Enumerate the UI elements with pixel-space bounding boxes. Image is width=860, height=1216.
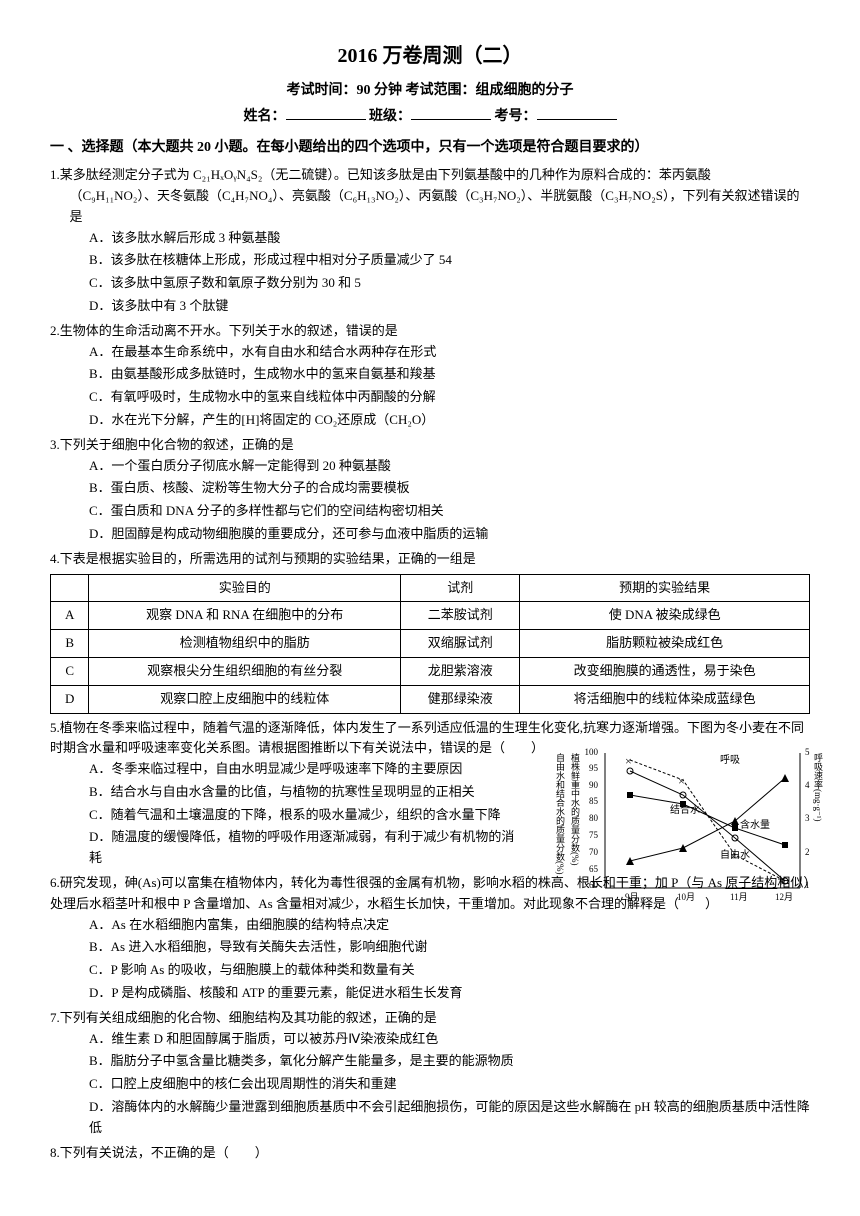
q2-option-a: A．在最基本生命系统中，水有自由水和结合水两种存在形式 — [50, 342, 810, 363]
q4-cell: 改变细胞膜的通透性，易于染色 — [520, 657, 810, 685]
svg-text:自由水: 自由水 — [720, 848, 750, 861]
q4-cell: D — [51, 685, 89, 713]
svg-text:12月: 12月 — [775, 892, 793, 902]
q4-cell: 将活细胞中的线粒体染成蓝绿色 — [520, 685, 810, 713]
q4-stem: 4.下表是根据实验目的，所需选用的试剂与预期的实验结果，正确的一组是 — [50, 549, 810, 570]
svg-text:90: 90 — [589, 780, 599, 790]
q4-cell: 健那绿染液 — [401, 685, 520, 713]
q7-stem: 7.下列有关组成细胞的化合物、细胞结构及其功能的叙述，正确的是 — [50, 1008, 810, 1029]
name-label: 姓名： — [244, 109, 286, 124]
q4-cell: 使 DNA 被染成绿色 — [520, 602, 810, 630]
q4-table: 实验目的 试剂 预期的实验结果 A观察 DNA 和 RNA 在细胞中的分布二苯胺… — [50, 574, 810, 714]
question-8: 8.下列有关说法，不正确的是（ ） — [50, 1143, 810, 1164]
q4-cell: C — [51, 657, 89, 685]
chart-svg: 60 65 70 75 80 85 90 95 100 1 2 3 4 5 9月… — [550, 738, 830, 913]
q5-option-a: A．冬季来临过程中，自由水明显减少是呼吸速率下降的主要原因 — [50, 759, 521, 780]
q5-option-c: C．随着气温和土壤温度的下降，根系的吸水量减少，组织的含水量下降 — [50, 805, 521, 826]
svg-text:75: 75 — [589, 830, 599, 840]
exam-title: 2016 万卷周测（二） — [50, 40, 810, 72]
svg-text:植株鲜重中水的质量分数(%): 植株鲜重中水的质量分数(%) — [570, 751, 580, 865]
svg-text:10月: 10月 — [677, 892, 695, 902]
q4-cell: B — [51, 630, 89, 658]
name-blank — [286, 106, 366, 120]
svg-text:呼吸: 呼吸 — [720, 754, 740, 766]
q3-stem: 3.下列关于细胞中化合物的叙述，正确的是 — [50, 435, 810, 456]
q3-option-c: C．蛋白质和 DNA 分子的多样性都与它们的空间结构密切相关 — [50, 501, 810, 522]
q8-stem: 8.下列有关说法，不正确的是（ ） — [50, 1143, 810, 1164]
class-label: 班级： — [369, 109, 411, 124]
q6-option-d: D．P 是构成磷脂、核酸和 ATP 的重要元素，能促进水稻生长发育 — [50, 983, 810, 1004]
question-1: 1.某多肽经测定分子式为 C₂₁HₓOᵧN₄S₂（无二硫键）。已知该多肽是由下列… — [50, 165, 810, 317]
q4-cell: A — [51, 602, 89, 630]
svg-text:呼吸速率(mg·g⁻¹): 呼吸速率(mg·g⁻¹) — [813, 752, 823, 821]
q3-option-d: D．胆固醇是构成动物细胞膜的重要成分，还可参与血液中脂质的运输 — [50, 524, 810, 545]
svg-text:100: 100 — [585, 747, 599, 757]
q1-stem2: （C₉H₁₁NO₂）、天冬氨酸（C₄H₇NO₄）、亮氨酸（C₆H₁₃NO₂）、丙… — [50, 186, 810, 228]
q7-option-a: A．维生素 D 和胆固醇属于脂质，可以被苏丹Ⅳ染液染成红色 — [50, 1029, 810, 1050]
svg-text:3: 3 — [805, 813, 810, 823]
q4-th-1: 实验目的 — [89, 574, 401, 602]
svg-text:70: 70 — [589, 847, 599, 857]
svg-text:5: 5 — [805, 747, 810, 757]
svg-text:95: 95 — [589, 763, 599, 773]
q4-cell: 双缩脲试剂 — [401, 630, 520, 658]
q1-option-b: B．该多肽在核糖体上形成，形成过程中相对分子质量减少了 54 — [50, 250, 810, 271]
question-3: 3.下列关于细胞中化合物的叙述，正确的是 A．一个蛋白质分子彻底水解一定能得到 … — [50, 435, 810, 545]
q1-option-a: A．该多肽水解后形成 3 种氨基酸 — [50, 228, 810, 249]
q2-stem: 2.生物体的生命活动离不开水。下列关于水的叙述，错误的是 — [50, 321, 810, 342]
q1-option-c: C．该多肽中氢原子数和氧原子数分别为 30 和 5 — [50, 273, 810, 294]
section-1-header: 一 、选择题（本大题共 20 小题。在每小题给出的四个选项中，只有一个选项是符合… — [50, 137, 810, 159]
question-5: 5.植物在冬季来临过程中，随着气温的逐渐降低，体内发生了一系列适应低温的生理生化… — [50, 718, 810, 870]
q7-option-c: C．口腔上皮细胞中的核仁会出现周期性的消失和重建 — [50, 1074, 810, 1095]
q4-cell: 观察 DNA 和 RNA 在细胞中的分布 — [89, 602, 401, 630]
q5-chart: 60 65 70 75 80 85 90 95 100 1 2 3 4 5 9月… — [550, 738, 830, 913]
svg-text:×: × — [625, 754, 632, 768]
svg-text:1: 1 — [805, 880, 810, 890]
question-2: 2.生物体的生命活动离不开水。下列关于水的叙述，错误的是 A．在最基本生命系统中… — [50, 321, 810, 431]
q4-cell: 二苯胺试剂 — [401, 602, 520, 630]
q4-cell: 脂肪颗粒被染成红色 — [520, 630, 810, 658]
q6-option-b: B．As 进入水稻细胞，导致有关酶失去活性，影响细胞代谢 — [50, 937, 810, 958]
q5-option-b: B．结合水与自由水含量的比值，与植物的抗寒性呈现明显的正相关 — [50, 782, 521, 803]
q4-cell: 观察根尖分生组织细胞的有丝分裂 — [89, 657, 401, 685]
svg-text:4: 4 — [805, 780, 810, 790]
examno-label: 考号： — [495, 109, 537, 124]
svg-text:2: 2 — [805, 847, 810, 857]
q3-option-a: A．一个蛋白质分子彻底水解一定能得到 20 种氨基酸 — [50, 456, 810, 477]
q4-th-0 — [51, 574, 89, 602]
q6-option-a: A．As 在水稻细胞内富集，由细胞膜的结构特点决定 — [50, 915, 810, 936]
svg-text:80: 80 — [589, 813, 599, 823]
student-info-line: 姓名： 班级： 考号： — [50, 106, 810, 128]
svg-text:65: 65 — [589, 864, 599, 874]
q3-option-b: B．蛋白质、核酸、淀粉等生物大分子的合成均需要模板 — [50, 478, 810, 499]
svg-text:自由水和结合水的质量分数(%): 自由水和结合水的质量分数(%) — [555, 751, 565, 874]
question-7: 7.下列有关组成细胞的化合物、细胞结构及其功能的叙述，正确的是 A．维生素 D … — [50, 1008, 810, 1139]
svg-text:9月: 9月 — [625, 892, 639, 902]
q6-option-c: C．P 影响 As 的吸收，与细胞膜上的载体种类和数量有关 — [50, 960, 810, 981]
exam-subtitle: 考试时间：90 分钟 考试范围：组成细胞的分子 — [50, 80, 810, 102]
q7-option-d: D．溶酶体内的水解酶少量泄露到细胞质基质中不会引起细胞损伤，可能的原因是这些水解… — [50, 1097, 810, 1139]
svg-text:85: 85 — [589, 796, 599, 806]
q2-option-b: B．由氨基酸形成多肽链时，生成物水中的氢来自氨基和羧基 — [50, 364, 810, 385]
class-blank — [411, 106, 491, 120]
question-4: 4.下表是根据实验目的，所需选用的试剂与预期的实验结果，正确的一组是 实验目的 … — [50, 549, 810, 714]
q2-option-c: C．有氧呼吸时，生成物水中的氢来自线粒体中丙酮酸的分解 — [50, 387, 810, 408]
svg-text:含水量: 含水量 — [740, 818, 770, 831]
q7-option-b: B．脂肪分子中氢含量比糖类多，氧化分解产生能量多，是主要的能源物质 — [50, 1051, 810, 1072]
q1-stem: 1.某多肽经测定分子式为 C₂₁HₓOᵧN₄S₂（无二硫键）。已知该多肽是由下列… — [50, 165, 810, 186]
q4-cell: 检测植物组织中的脂肪 — [89, 630, 401, 658]
svg-text:60: 60 — [589, 880, 599, 890]
q5-option-d: D．随温度的缓慢降低，植物的呼吸作用逐渐减弱，有利于减少有机物的消耗 — [50, 827, 521, 869]
q1-option-d: D．该多肽中有 3 个肽键 — [50, 296, 810, 317]
svg-text:11月: 11月 — [730, 892, 748, 902]
svg-text:×: × — [678, 774, 685, 788]
q4-cell: 观察口腔上皮细胞中的线粒体 — [89, 685, 401, 713]
q2-option-d: D．水在光下分解，产生的[H]将固定的 CO₂还原成（CH₂O） — [50, 410, 810, 431]
q4-th-3: 预期的实验结果 — [520, 574, 810, 602]
q4-th-2: 试剂 — [401, 574, 520, 602]
examno-blank — [537, 106, 617, 120]
q4-cell: 龙胆紫溶液 — [401, 657, 520, 685]
